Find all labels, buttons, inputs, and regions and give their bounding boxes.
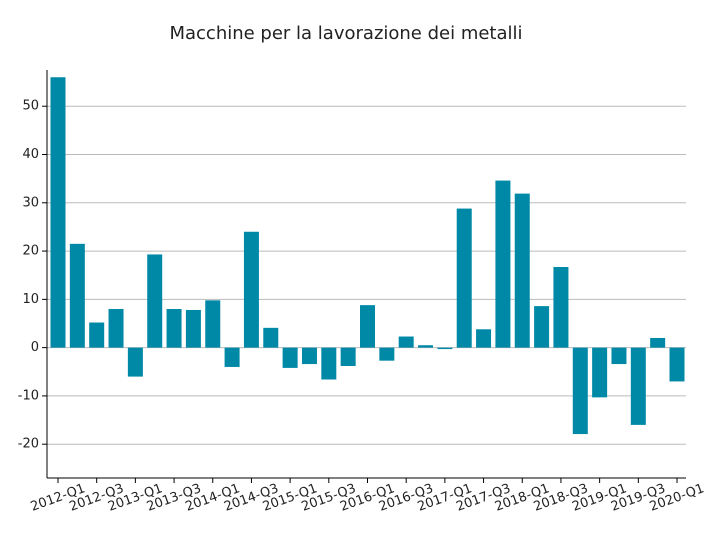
y-tick-label: -20 <box>18 437 39 452</box>
bar <box>321 347 337 380</box>
bar <box>263 327 279 348</box>
bar <box>89 322 105 348</box>
bar <box>495 180 511 348</box>
y-tick-label: 30 <box>22 195 39 210</box>
bar <box>476 329 492 348</box>
y-tick-label: -10 <box>18 388 39 403</box>
bar <box>301 347 317 365</box>
bar <box>418 345 434 348</box>
bar <box>108 309 124 348</box>
bar <box>127 347 143 377</box>
bar <box>611 347 627 365</box>
bar <box>553 266 569 348</box>
bar <box>166 309 182 348</box>
bar <box>205 300 221 348</box>
y-tick-label: 0 <box>31 340 39 355</box>
bar <box>360 305 375 348</box>
y-tick-label: 50 <box>22 99 39 114</box>
bar <box>630 347 646 425</box>
bar <box>572 347 588 435</box>
bar <box>650 337 666 348</box>
bar <box>456 208 472 348</box>
bar <box>340 347 356 366</box>
bar <box>50 77 66 348</box>
bar <box>224 347 240 367</box>
chart-title: Macchine per la lavorazione dei metalli <box>169 23 522 44</box>
bar <box>282 347 298 368</box>
bar <box>69 243 85 348</box>
bar <box>398 336 414 348</box>
bar <box>592 347 608 398</box>
bar <box>534 306 550 348</box>
bar <box>514 193 530 348</box>
y-tick-label: 20 <box>22 244 39 259</box>
y-tick-label: 40 <box>22 147 39 162</box>
bar <box>437 347 453 350</box>
y-tick-label: 10 <box>22 292 39 307</box>
bar <box>379 347 395 361</box>
bar <box>147 254 163 348</box>
bar <box>243 231 259 348</box>
bar <box>669 347 685 382</box>
bar <box>185 309 201 348</box>
